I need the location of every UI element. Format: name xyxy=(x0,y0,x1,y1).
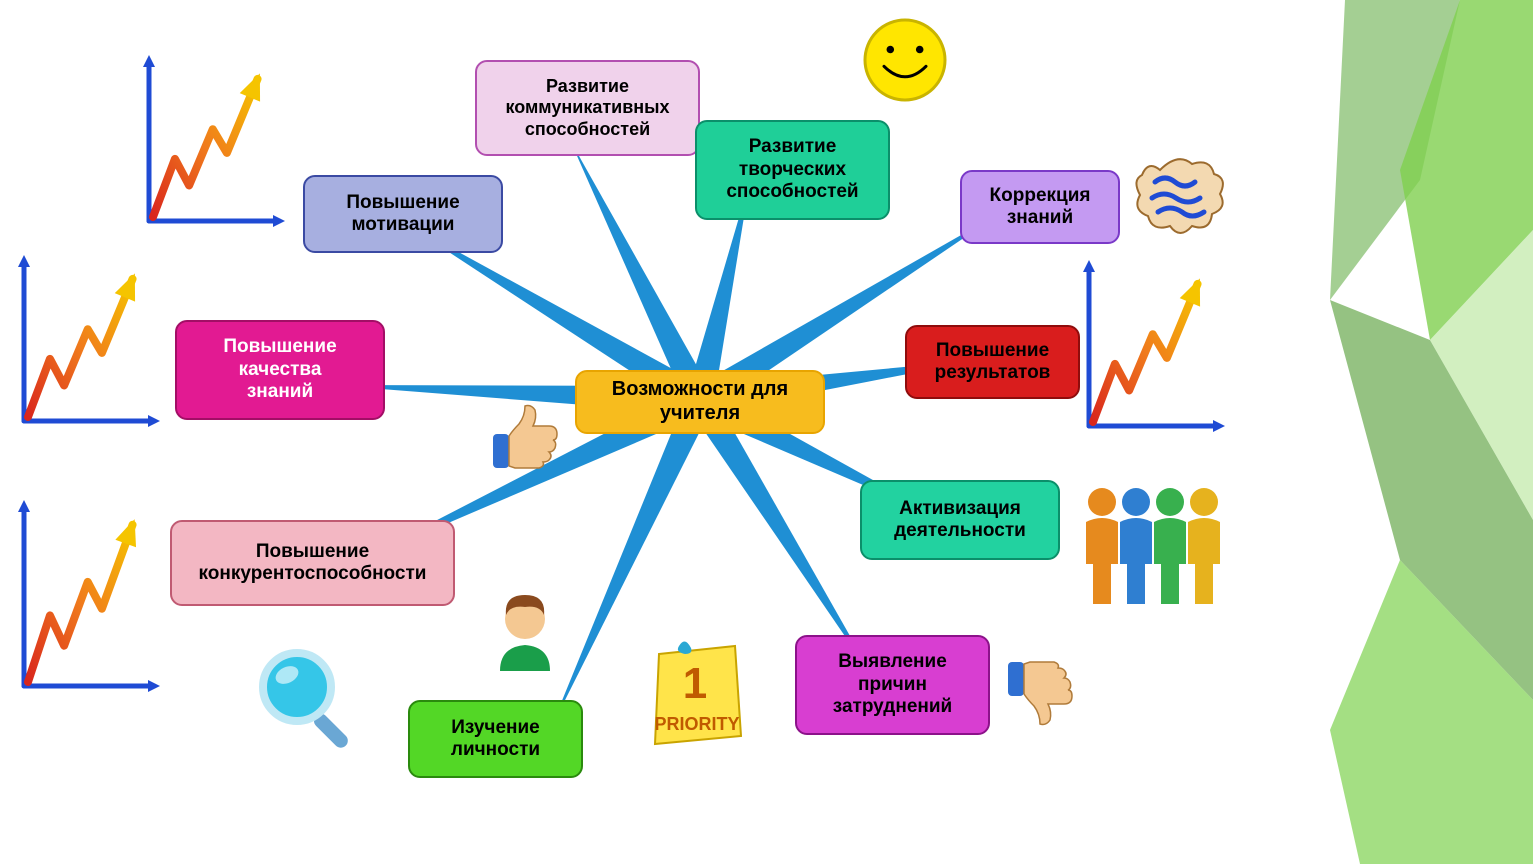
node-quality: Повышение качества знаний xyxy=(175,320,385,420)
svg-text:1: 1 xyxy=(683,659,707,708)
node-communication: Развитие коммуникативных способностей xyxy=(475,60,700,156)
brain-icon xyxy=(1130,150,1230,245)
center-node: Возможности для учителя xyxy=(575,370,825,434)
person-icon xyxy=(490,585,560,676)
node-results: Повышение результатов xyxy=(905,325,1080,399)
svg-text:PRIORITY: PRIORITY xyxy=(654,714,739,734)
node-difficulties: Выявление причин затруднений xyxy=(795,635,990,735)
magnifier-icon xyxy=(255,645,365,760)
growth-chart-icon xyxy=(10,500,160,705)
node-competitive: Повышение конкурентоспособности xyxy=(170,520,455,606)
node-activation: Активизация деятельности xyxy=(860,480,1060,560)
thumbs-down-icon xyxy=(1000,650,1080,735)
priority-note-icon: 1 PRIORITY xyxy=(645,640,745,755)
growth-chart-icon xyxy=(135,55,285,240)
node-personality: Изучение личности xyxy=(408,700,583,778)
growth-chart-icon xyxy=(10,255,160,440)
node-creative: Развитие творческих способностей xyxy=(695,120,890,220)
growth-chart-icon xyxy=(1075,260,1225,445)
node-correction: Коррекция знаний xyxy=(960,170,1120,244)
node-motivation: Повышение мотивации xyxy=(303,175,503,253)
thumbs-up-icon xyxy=(485,400,565,485)
smiley-icon xyxy=(863,18,947,107)
people-group-icon xyxy=(1080,480,1230,615)
